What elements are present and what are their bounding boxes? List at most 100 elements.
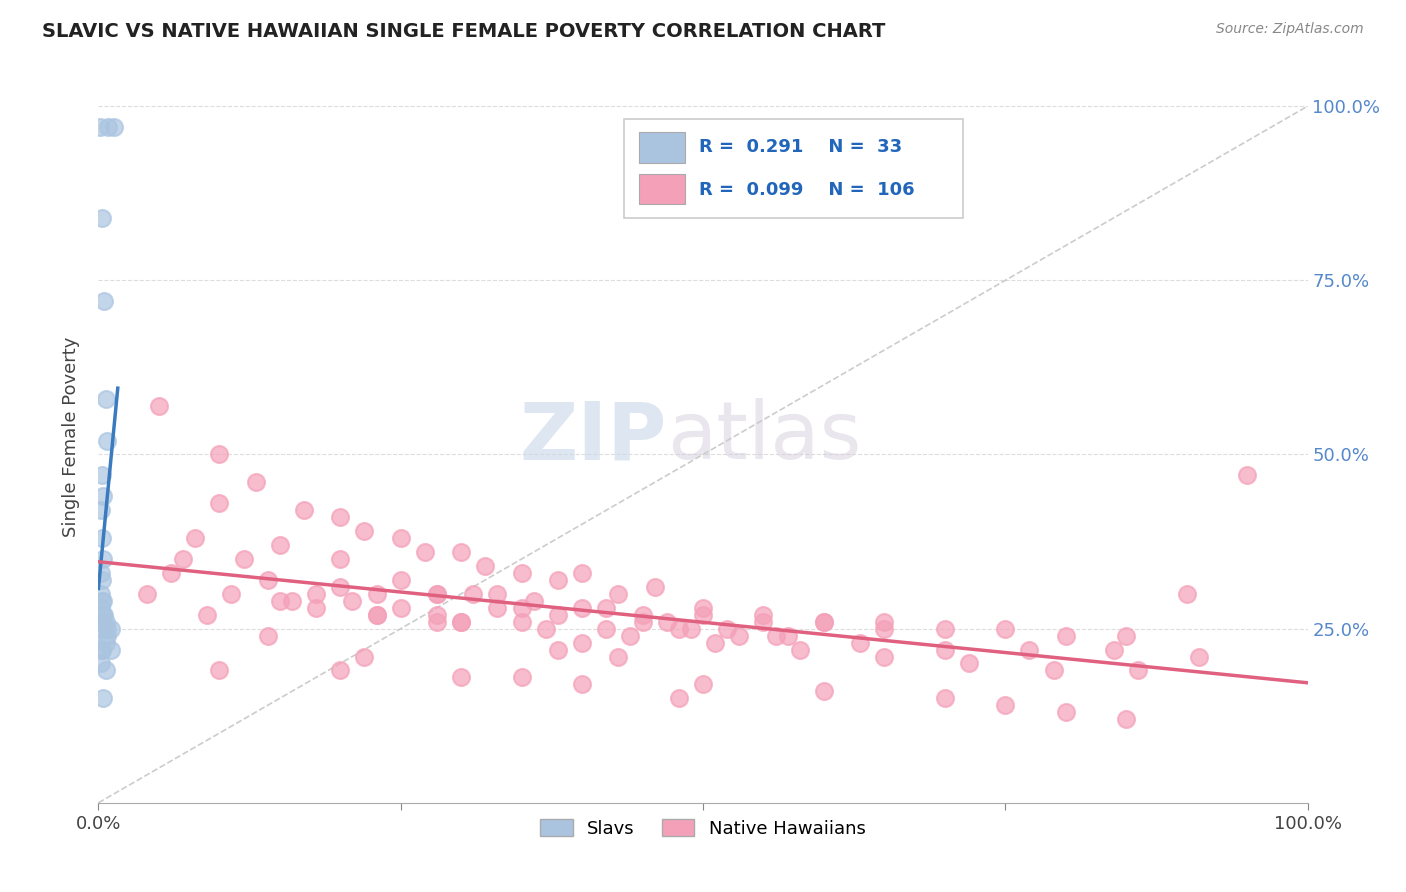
- Point: [90, 657, 112, 671]
- Point: [91, 489, 114, 503]
- Point: [91, 594, 114, 608]
- Point: [208, 664, 231, 678]
- Point: [269, 594, 291, 608]
- Point: [96, 622, 118, 636]
- Point: [413, 545, 436, 559]
- Point: [813, 615, 835, 629]
- Point: [426, 587, 449, 601]
- Point: [619, 629, 641, 643]
- Point: [91, 211, 114, 225]
- Point: [957, 657, 980, 671]
- Point: [1102, 642, 1125, 657]
- Point: [292, 503, 315, 517]
- Point: [90, 566, 112, 580]
- Point: [90, 600, 112, 615]
- Point: [523, 594, 546, 608]
- Point: [91, 642, 114, 657]
- Point: [91, 552, 114, 566]
- Point: [329, 552, 352, 566]
- Point: [148, 399, 170, 413]
- Point: [716, 622, 738, 636]
- Point: [426, 607, 449, 622]
- Point: [1054, 629, 1077, 643]
- Point: [510, 600, 533, 615]
- Point: [728, 629, 751, 643]
- Point: [91, 642, 114, 657]
- Point: [450, 615, 472, 629]
- Point: [305, 600, 328, 615]
- Point: [1054, 705, 1077, 719]
- Point: [595, 600, 617, 615]
- Point: [426, 587, 449, 601]
- Point: [1042, 664, 1064, 678]
- Point: [571, 566, 593, 580]
- Point: [547, 573, 569, 587]
- Point: [256, 573, 278, 587]
- Point: [595, 622, 617, 636]
- Point: [692, 677, 714, 691]
- Point: [1175, 587, 1198, 601]
- Point: [90, 587, 112, 601]
- Point: [90, 503, 112, 517]
- Point: [873, 615, 896, 629]
- Point: [752, 607, 775, 622]
- Point: [607, 587, 630, 601]
- Point: [547, 607, 569, 622]
- Point: [94, 635, 117, 649]
- Point: [221, 587, 243, 601]
- Point: [100, 622, 122, 636]
- Point: [450, 670, 472, 684]
- Point: [245, 475, 267, 490]
- Point: [366, 607, 388, 622]
- Point: [934, 642, 956, 657]
- Text: atlas: atlas: [666, 398, 860, 476]
- Point: [486, 587, 509, 601]
- Point: [353, 524, 375, 538]
- Point: [97, 120, 120, 134]
- Point: [450, 615, 472, 629]
- Point: [571, 635, 593, 649]
- Point: [849, 635, 872, 649]
- Point: [934, 622, 956, 636]
- Point: [668, 691, 690, 706]
- Point: [631, 615, 654, 629]
- Point: [366, 587, 388, 601]
- Legend: Slavs, Native Hawaiians: Slavs, Native Hawaiians: [533, 813, 873, 845]
- Point: [704, 635, 727, 649]
- Point: [100, 642, 122, 657]
- Point: [994, 622, 1017, 636]
- Text: R =  0.291    N =  33: R = 0.291 N = 33: [699, 138, 903, 156]
- Point: [607, 649, 630, 664]
- Point: [91, 531, 114, 545]
- Point: [1018, 642, 1040, 657]
- Point: [679, 622, 702, 636]
- Point: [91, 573, 114, 587]
- Point: [269, 538, 291, 552]
- Point: [96, 629, 118, 643]
- Point: [342, 594, 364, 608]
- Text: SLAVIC VS NATIVE HAWAIIAN SINGLE FEMALE POVERTY CORRELATION CHART: SLAVIC VS NATIVE HAWAIIAN SINGLE FEMALE …: [42, 22, 886, 41]
- Point: [450, 545, 472, 559]
- Point: [184, 531, 207, 545]
- FancyBboxPatch shape: [638, 174, 685, 204]
- Point: [510, 566, 533, 580]
- Point: [160, 566, 183, 580]
- Point: [644, 580, 666, 594]
- Point: [692, 600, 714, 615]
- Point: [994, 698, 1017, 713]
- Point: [208, 448, 231, 462]
- Point: [571, 600, 593, 615]
- Point: [91, 691, 114, 706]
- Point: [534, 622, 557, 636]
- Point: [655, 615, 678, 629]
- Point: [510, 670, 533, 684]
- Point: [547, 642, 569, 657]
- Point: [1236, 468, 1258, 483]
- Text: ZIP: ZIP: [519, 398, 666, 476]
- Text: R =  0.099    N =  106: R = 0.099 N = 106: [699, 181, 915, 199]
- Point: [873, 622, 896, 636]
- Y-axis label: Single Female Poverty: Single Female Poverty: [62, 337, 80, 537]
- Point: [631, 607, 654, 622]
- Text: Source: ZipAtlas.com: Source: ZipAtlas.com: [1216, 22, 1364, 37]
- Point: [91, 594, 114, 608]
